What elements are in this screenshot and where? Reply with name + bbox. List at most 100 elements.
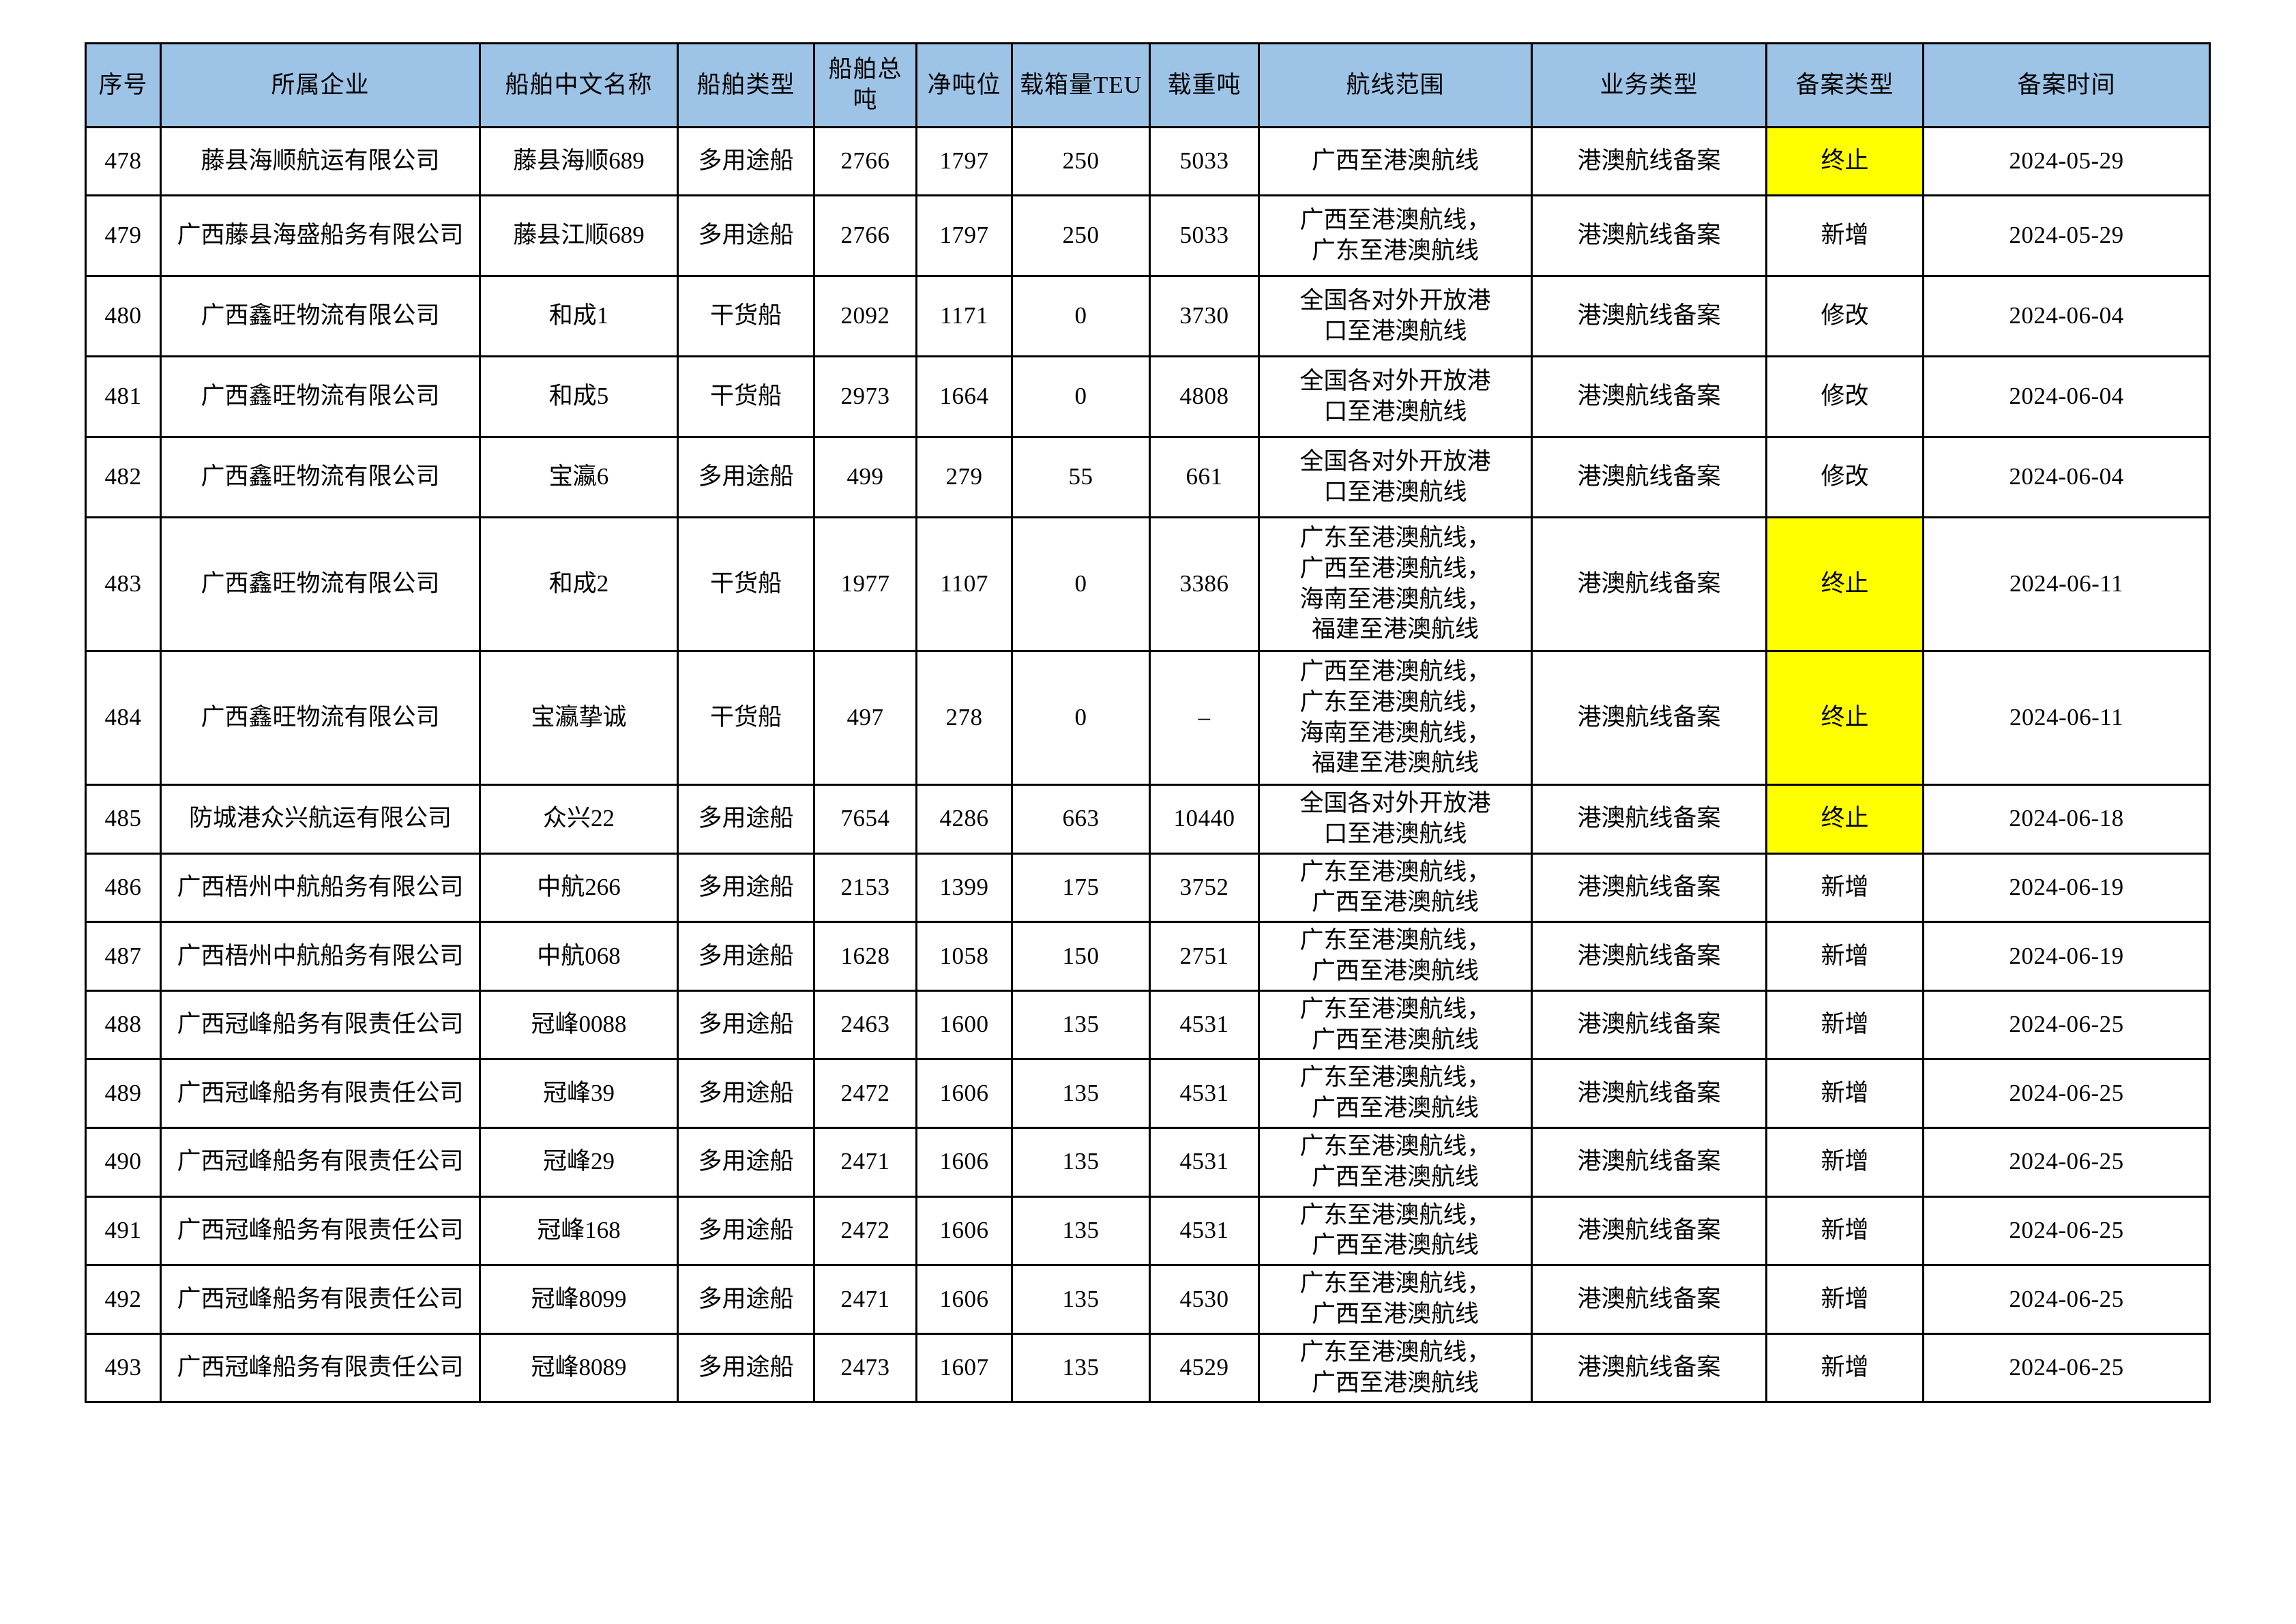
cell-gross-tonnage: 1628 <box>813 921 917 992</box>
cell-company: 广西冠峰船务有限责任公司 <box>160 1126 481 1198</box>
cell-filing-date: 2024-06-25 <box>1922 1058 2211 1129</box>
cell-net-tonnage: 1600 <box>915 989 1013 1061</box>
cell-index: 493 <box>85 1332 162 1404</box>
cell-teu: 135 <box>1011 1195 1151 1267</box>
cell-net-tonnage: 1797 <box>915 194 1013 277</box>
table-row: 480 广西鑫旺物流有限公司 和成1 干货船 2092 1171 0 3730 全国各对外开放港… <box>85 275 2211 357</box>
cell-index: 479 <box>85 194 162 277</box>
cell-business-type: 港澳航线备案 <box>1531 1126 1767 1198</box>
cell-net-tonnage: 1606 <box>915 1058 1013 1129</box>
cell-route: 广西至港澳航线， 广东至港澳航线， 海南至港澳航线， 福建至港澳航线 <box>1258 650 1533 786</box>
cell-business-type: 港澳航线备案 <box>1531 852 1767 924</box>
column-header-company: 所属企业 <box>160 42 481 128</box>
cell-gross-tonnage: 7654 <box>813 784 917 855</box>
cell-ship-type: 干货船 <box>677 516 815 652</box>
cell-business-type: 港澳航线备案 <box>1531 989 1767 1061</box>
cell-deadweight: 661 <box>1149 436 1260 518</box>
cell-teu: 135 <box>1011 1126 1151 1198</box>
cell-gross-tonnage: 2472 <box>813 1058 917 1129</box>
cell-filing-date: 2024-06-25 <box>1922 1195 2211 1267</box>
table-row: 487 广西梧州中航船务有限公司 中航068 多用途船 1628 1058 150 2751 广… <box>85 921 2211 992</box>
cell-net-tonnage: 1399 <box>915 852 1013 924</box>
cell-index: 491 <box>85 1195 162 1267</box>
cell-business-type: 港澳航线备案 <box>1531 784 1767 855</box>
cell-filing-type-highlighted: 终止 <box>1765 784 1924 855</box>
cell-teu: 0 <box>1011 275 1151 357</box>
table-body: 478 藤县海顺航运有限公司 藤县海顺689 多用途船 2766 1797 250 5033 广… <box>85 126 2211 1404</box>
cell-gross-tonnage: 2973 <box>813 355 917 438</box>
cell-ship-name: 冠峰8099 <box>479 1264 679 1335</box>
cell-filing-date: 2024-06-11 <box>1922 516 2211 652</box>
cell-company: 广西鑫旺物流有限公司 <box>160 436 481 518</box>
cell-ship-type: 多用途船 <box>677 1195 815 1267</box>
cell-index: 480 <box>85 275 162 357</box>
cell-business-type: 港澳航线备案 <box>1531 355 1767 438</box>
cell-deadweight: 4531 <box>1149 1126 1260 1198</box>
cell-index: 484 <box>85 650 162 786</box>
cell-teu: 0 <box>1011 355 1151 438</box>
cell-company: 广西冠峰船务有限责任公司 <box>160 1058 481 1129</box>
cell-filing-type: 新增 <box>1765 1264 1924 1335</box>
table-row: 491 广西冠峰船务有限责任公司 冠峰168 多用途船 2472 1606 135 4531 广… <box>85 1195 2211 1267</box>
cell-deadweight: 4531 <box>1149 1058 1260 1129</box>
cell-index: 482 <box>85 436 162 518</box>
cell-route: 广东至港澳航线， 广西至港澳航线 <box>1258 1264 1533 1335</box>
cell-route: 广东至港澳航线， 广西至港澳航线 <box>1258 921 1533 992</box>
cell-gross-tonnage: 2092 <box>813 275 917 357</box>
cell-ship-name: 中航068 <box>479 921 679 992</box>
cell-ship-name: 冠峰39 <box>479 1058 679 1129</box>
cell-gross-tonnage: 2766 <box>813 126 917 196</box>
cell-ship-type: 多用途船 <box>677 784 815 855</box>
cell-ship-name: 藤县江顺689 <box>479 194 679 277</box>
table-row: 489 广西冠峰船务有限责任公司 冠峰39 多用途船 2472 1606 135 4531 广东… <box>85 1058 2211 1129</box>
column-header-filing-type: 备案类型 <box>1765 42 1924 128</box>
cell-index: 487 <box>85 921 162 992</box>
column-header-teu: 载箱量TEU <box>1011 42 1151 128</box>
cell-ship-type: 多用途船 <box>677 1126 815 1198</box>
cell-deadweight: 10440 <box>1149 784 1260 855</box>
cell-index: 486 <box>85 852 162 924</box>
cell-company: 广西冠峰船务有限责任公司 <box>160 989 481 1061</box>
cell-teu: 250 <box>1011 194 1151 277</box>
cell-teu: 150 <box>1011 921 1151 992</box>
cell-deadweight: 4529 <box>1149 1332 1260 1404</box>
cell-ship-name: 中航266 <box>479 852 679 924</box>
cell-gross-tonnage: 2471 <box>813 1264 917 1335</box>
table-row: 482 广西鑫旺物流有限公司 宝瀛6 多用途船 499 279 55 661 全国各对外开放港口… <box>85 436 2211 518</box>
table-header: 序号 所属企业 船舶中文名称 船舶类型 船舶总吨 净吨位 载箱量TEU 载重吨 … <box>85 42 2211 128</box>
cell-index: 490 <box>85 1126 162 1198</box>
cell-company: 广西鑫旺物流有限公司 <box>160 650 481 786</box>
cell-business-type: 港澳航线备案 <box>1531 436 1767 518</box>
cell-teu: 135 <box>1011 1058 1151 1129</box>
cell-filing-type-highlighted: 终止 <box>1765 516 1924 652</box>
cell-gross-tonnage: 497 <box>813 650 917 786</box>
cell-deadweight: 3752 <box>1149 852 1260 924</box>
cell-ship-name: 和成1 <box>479 275 679 357</box>
cell-gross-tonnage: 1977 <box>813 516 917 652</box>
column-header-net-tonnage: 净吨位 <box>915 42 1013 128</box>
cell-ship-type: 干货船 <box>677 355 815 438</box>
cell-net-tonnage: 1606 <box>915 1126 1013 1198</box>
cell-business-type: 港澳航线备案 <box>1531 921 1767 992</box>
cell-ship-type: 多用途船 <box>677 989 815 1061</box>
cell-filing-date: 2024-06-11 <box>1922 650 2211 786</box>
cell-deadweight: 4530 <box>1149 1264 1260 1335</box>
cell-filing-type: 新增 <box>1765 194 1924 277</box>
cell-filing-date: 2024-05-29 <box>1922 126 2211 196</box>
cell-company: 广西梧州中航船务有限公司 <box>160 852 481 924</box>
cell-net-tonnage: 1607 <box>915 1332 1013 1404</box>
cell-filing-date: 2024-06-19 <box>1922 921 2211 992</box>
column-header-ship-name: 船舶中文名称 <box>479 42 679 128</box>
cell-company: 广西鑫旺物流有限公司 <box>160 355 481 438</box>
cell-route: 全国各对外开放港 口至港澳航线 <box>1258 436 1533 518</box>
cell-route: 广西至港澳航线， 广东至港澳航线 <box>1258 194 1533 277</box>
cell-ship-name: 冠峰8089 <box>479 1332 679 1404</box>
cell-net-tonnage: 1606 <box>915 1195 1013 1267</box>
cell-net-tonnage: 1058 <box>915 921 1013 992</box>
cell-ship-name: 宝瀛6 <box>479 436 679 518</box>
cell-filing-type: 修改 <box>1765 275 1924 357</box>
table-row: 492 广西冠峰船务有限责任公司 冠峰8099 多用途船 2471 1606 135 4530… <box>85 1264 2211 1335</box>
cell-teu: 0 <box>1011 650 1151 786</box>
cell-route: 全国各对外开放港 口至港澳航线 <box>1258 784 1533 855</box>
